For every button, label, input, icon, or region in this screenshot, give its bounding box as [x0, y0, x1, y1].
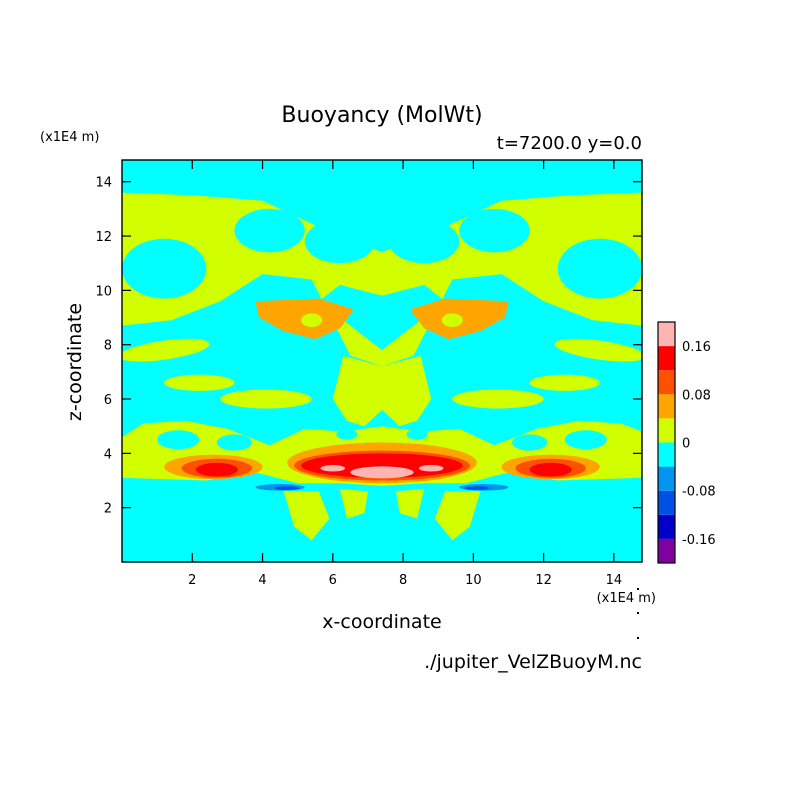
x-tick-label: 8: [399, 573, 407, 588]
colorbar-swatch: [658, 322, 675, 347]
y-tick-label: 10: [95, 284, 112, 299]
buoyancy-region: [452, 389, 544, 409]
buoyancy-region: [234, 208, 305, 253]
buoyancy-region: [195, 462, 238, 477]
x-tick-label: 14: [606, 573, 623, 588]
colorbar-frame: [657, 321, 676, 564]
buoyancy-region: [529, 374, 600, 391]
buoyancy-region: [220, 389, 312, 409]
buoyancy-region: [418, 465, 444, 472]
buoyancy-region: [336, 428, 358, 440]
x-axis: 2 4 6 8 10 12 14: [188, 160, 622, 588]
colorbar: 0.16 0.08 0 -0.08 -0.16: [657, 321, 716, 564]
buoyancy-region: [554, 338, 642, 362]
y-tick-label: 14: [95, 176, 112, 191]
colorbar-swatch: [658, 490, 675, 515]
y-unit-label: (x1E4 m): [40, 130, 99, 145]
buoyancy-region: [434, 491, 481, 541]
colorbar-tick-label: -0.08: [682, 485, 716, 500]
plot-area: [122, 160, 642, 562]
y-axis: 2 4 6 8 10 12 14: [95, 176, 642, 517]
buoyancy-region: [389, 219, 460, 264]
contour-field: [122, 176, 642, 541]
buoyancy-region: [122, 176, 642, 253]
colorbar-tick-label: -0.16: [682, 533, 716, 548]
chart-title: Buoyancy (MolWt): [281, 103, 482, 128]
x-tick-label: 4: [258, 573, 266, 588]
colorbar-swatch: [658, 418, 675, 443]
x-tick-label: 2: [188, 573, 196, 588]
buoyancy-region: [164, 374, 235, 391]
buoyancy-region: [406, 428, 428, 440]
buoyancy-region: [320, 465, 346, 472]
x-tick-label: 12: [535, 573, 552, 588]
y-tick-label: 4: [104, 447, 112, 462]
colorbar-swatch: [658, 466, 675, 491]
colorbar-swatch: [658, 442, 675, 467]
buoyancy-region: [339, 488, 368, 519]
buoyancy-region: [464, 486, 490, 491]
colorbar-swatch: [658, 346, 675, 371]
x-tick-label: 10: [465, 573, 482, 588]
y-axis-label: z-coordinate: [64, 303, 86, 421]
buoyancy-region: [301, 313, 323, 328]
colorbar-swatch: [658, 370, 675, 395]
colorbar-tick-label: 0.08: [682, 388, 711, 403]
plot-frame: [121, 159, 643, 563]
colorbar-swatch: [658, 538, 675, 563]
buoyancy-region: [459, 208, 530, 253]
buoyancy-region: [396, 488, 425, 519]
y-tick-label: 6: [104, 393, 112, 408]
source-file-label: ./jupiter_VelZBuoyM.nc: [424, 651, 642, 673]
buoyancy-region: [557, 238, 642, 299]
buoyancy-region: [122, 338, 210, 362]
buoyancy-region: [564, 430, 607, 450]
buoyancy-region: [512, 434, 548, 451]
x-tick-label: 6: [329, 573, 337, 588]
buoyancy-region: [318, 284, 446, 351]
buoyancy-region: [332, 355, 432, 427]
y-tick-label: 2: [104, 502, 112, 517]
buoyancy-region: [529, 462, 572, 477]
colorbar-swatch: [658, 514, 675, 539]
buoyancy-region: [441, 313, 463, 328]
buoyancy-region: [304, 219, 375, 264]
buoyancy-region: [283, 491, 330, 541]
buoyancy-region: [350, 466, 414, 479]
y-tick-label: 12: [95, 230, 112, 245]
colorbar-swatch: [658, 394, 675, 419]
x-axis-label: x-coordinate: [322, 611, 441, 633]
x-unit-label: (x1E4 m): [597, 591, 656, 606]
chart-subtitle: t=7200.0 y=0.0: [497, 133, 642, 154]
buoyancy-region: [157, 430, 200, 450]
buoyancy-region: [122, 238, 207, 299]
y-tick-label: 8: [104, 339, 112, 354]
colorbar-tick-label: 0.16: [682, 340, 711, 355]
buoyancy-region: [301, 453, 463, 478]
buoyancy-region: [216, 434, 252, 451]
corner-marks: [637, 588, 639, 639]
buoyancy-region: [274, 486, 300, 491]
colorbar-tick-label: 0: [682, 437, 690, 452]
